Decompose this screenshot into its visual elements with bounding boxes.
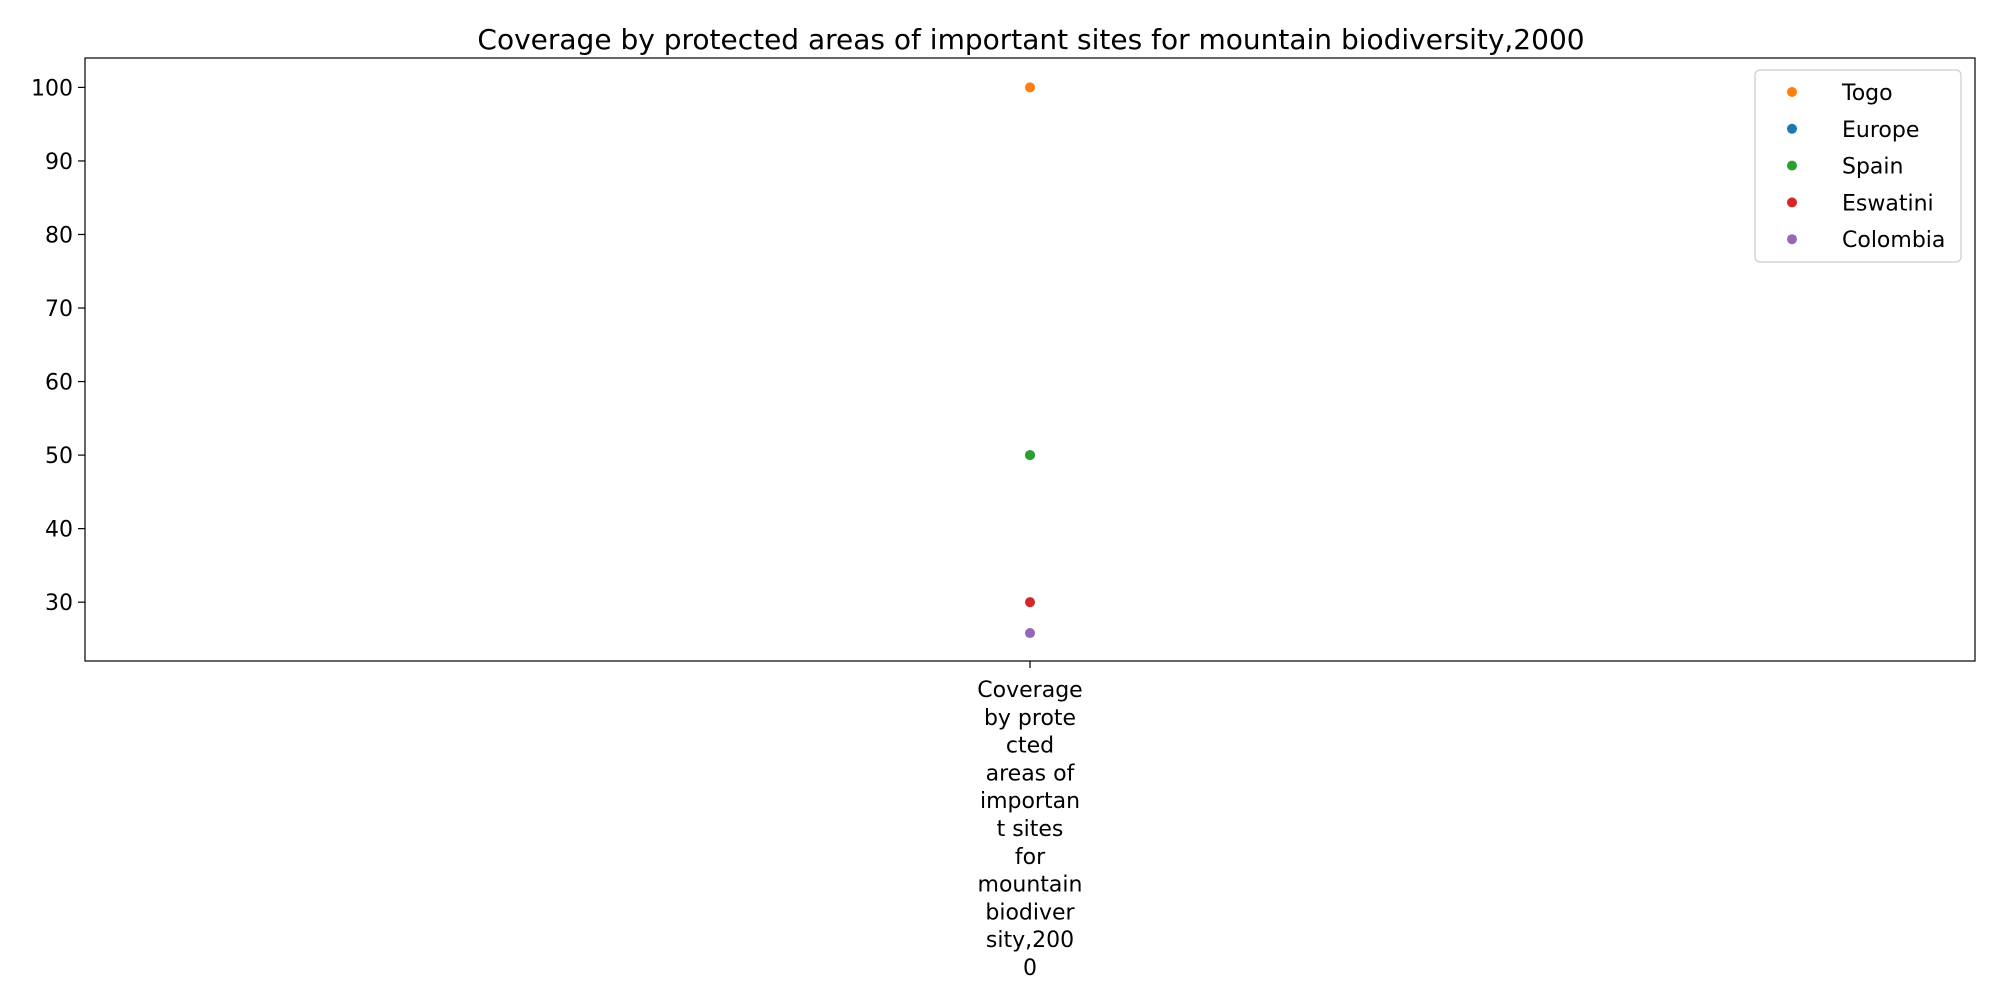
legend-label-europe: Europe <box>1842 118 1919 143</box>
x-tick-label-line: biodiver <box>985 900 1075 925</box>
y-tick-label: 50 <box>45 444 73 469</box>
x-tick-label-line: mountain <box>978 873 1083 898</box>
legend-marker-spain <box>1787 160 1797 171</box>
y-tick-label: 40 <box>45 518 73 543</box>
data-point-spain <box>1025 450 1035 461</box>
data-points <box>1025 82 1035 639</box>
x-axis: Coverage by prote cted areas of importan t si… <box>977 661 1083 981</box>
legend-label-spain: Spain <box>1842 155 1903 180</box>
legend-items: Togo Europe Spain Eswatini Colombia <box>1787 81 1945 253</box>
y-tick-label: 30 <box>45 591 73 616</box>
y-tick-label: 60 <box>45 371 73 396</box>
x-tick-label-line: 0 <box>1023 956 1037 981</box>
y-tick-label: 70 <box>45 297 73 322</box>
legend-label-togo: Togo <box>1841 81 1893 106</box>
data-point-togo <box>1025 82 1035 93</box>
x-tick-label-line: t sites <box>997 817 1064 842</box>
data-point-eswatini <box>1025 597 1035 608</box>
x-tick-label-line: Coverage <box>977 678 1082 703</box>
legend-marker-colombia <box>1787 234 1797 245</box>
x-tick-label-line: for <box>1015 845 1046 870</box>
legend-label-eswatini: Eswatini <box>1842 191 1934 216</box>
data-point-colombia <box>1025 628 1035 639</box>
legend-marker-eswatini <box>1787 197 1797 208</box>
chart-title: Coverage by protected areas of important… <box>477 23 1584 56</box>
y-axis: 30 40 50 60 70 80 90 100 <box>31 76 85 616</box>
legend-label-colombia: Colombia <box>1842 228 1945 253</box>
legend-box <box>1754 69 1962 263</box>
x-tick-label-line: areas of <box>986 761 1076 786</box>
legend: Togo Europe Spain Eswatini Colombia <box>1754 69 1962 263</box>
x-tick-label-line: cted <box>1006 734 1054 759</box>
x-tick-label: Coverage by prote cted areas of importan t si… <box>977 678 1082 981</box>
legend-marker-togo <box>1787 87 1797 97</box>
legend-marker-europe <box>1787 123 1797 134</box>
plot-area-frame <box>84 57 1976 662</box>
y-tick-label: 80 <box>45 223 73 248</box>
x-tick-label-line: by prote <box>984 706 1076 731</box>
x-tick-label-line: importan <box>980 789 1080 814</box>
y-tick-label: 90 <box>45 150 73 175</box>
x-tick-label-line: sity,200 <box>986 928 1074 953</box>
y-tick-label: 100 <box>31 76 73 101</box>
